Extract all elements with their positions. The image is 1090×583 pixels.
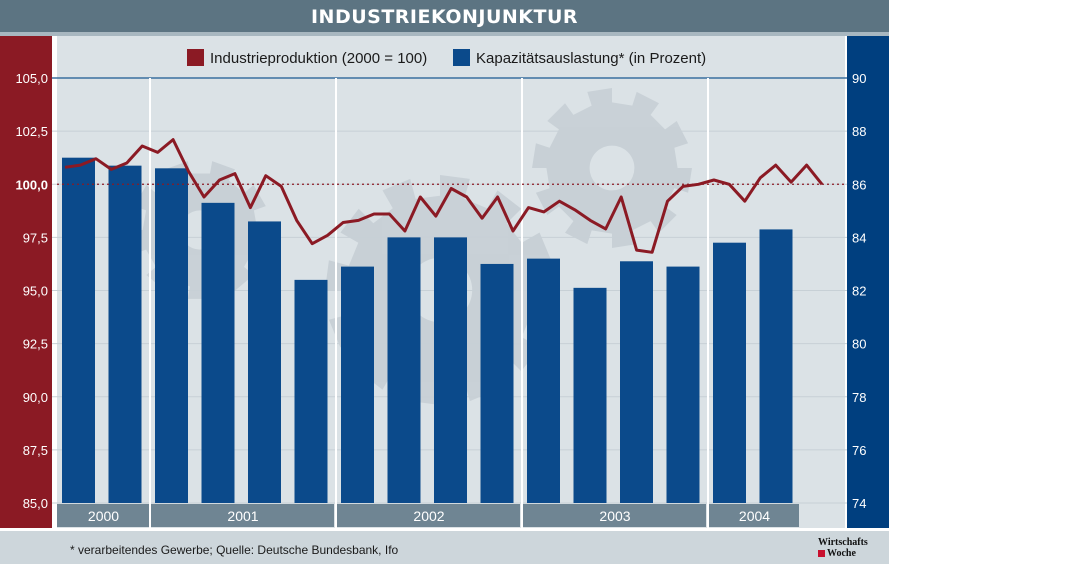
bar bbox=[341, 266, 374, 503]
right-tick-label: 84 bbox=[852, 230, 866, 245]
logo-line2: Woche bbox=[827, 548, 856, 559]
year-cell bbox=[57, 504, 149, 527]
left-tick-label: 95,0 bbox=[23, 284, 48, 299]
footer-bar bbox=[0, 531, 889, 564]
bar bbox=[434, 237, 467, 503]
right-axis-band bbox=[847, 36, 889, 528]
year-cell bbox=[337, 504, 520, 527]
left-tick-label: 87,5 bbox=[23, 443, 48, 458]
bar bbox=[713, 242, 746, 503]
logo-line1: Wirtschafts bbox=[818, 537, 868, 548]
bar bbox=[620, 261, 653, 503]
bar bbox=[108, 165, 142, 503]
legend-swatch-line bbox=[187, 49, 204, 66]
right-tick-label: 80 bbox=[852, 337, 866, 352]
bar bbox=[480, 263, 514, 503]
bar bbox=[759, 229, 793, 503]
right-tick-label: 82 bbox=[852, 284, 866, 299]
right-tick-label: 78 bbox=[852, 390, 866, 405]
publisher-logo: Wirtschafts Woche bbox=[818, 537, 870, 561]
right-tick-label: 86 bbox=[852, 177, 866, 192]
bar bbox=[573, 287, 607, 503]
right-tick-label: 88 bbox=[852, 124, 866, 139]
bar bbox=[201, 202, 235, 503]
logo-square-icon bbox=[818, 550, 825, 558]
left-tick-label: 90,0 bbox=[23, 390, 48, 405]
bar bbox=[666, 266, 700, 503]
left-tick-label: 100,0 bbox=[15, 177, 48, 192]
year-label: 2000 bbox=[88, 508, 119, 524]
year-label: 2004 bbox=[739, 508, 770, 524]
year-label: 2002 bbox=[413, 508, 444, 524]
year-label: 2003 bbox=[599, 508, 630, 524]
legend-label: Kapazitätsauslastung* (in Prozent) bbox=[476, 50, 706, 67]
left-tick-label: 85,0 bbox=[23, 496, 48, 511]
year-cell bbox=[151, 504, 334, 527]
bar bbox=[527, 258, 560, 503]
left-tick-label: 92,5 bbox=[23, 337, 48, 352]
gear-large-icon bbox=[532, 88, 692, 248]
series-line-industrieproduktion bbox=[64, 138, 824, 254]
right-tick-label: 76 bbox=[852, 443, 866, 458]
left-tick-label: 97,5 bbox=[23, 230, 48, 245]
bar bbox=[248, 221, 281, 503]
year-label: 2001 bbox=[227, 508, 258, 524]
footer-note: * verarbeitendes Gewerbe; Quelle: Deutsc… bbox=[70, 543, 399, 557]
legend-label: Industrieproduktion (2000 = 100) bbox=[210, 50, 427, 67]
bar bbox=[155, 168, 188, 503]
chart-title: INDUSTRIEKONJUNKTUR bbox=[0, 0, 889, 32]
bar bbox=[294, 279, 328, 503]
year-cell bbox=[523, 504, 706, 527]
bar bbox=[387, 237, 421, 503]
right-tick-label: 90 bbox=[852, 71, 866, 86]
left-tick-label: 105,0 bbox=[15, 71, 48, 86]
bar bbox=[62, 157, 95, 503]
title-underline bbox=[0, 32, 889, 36]
left-tick-label: 102,5 bbox=[15, 124, 48, 139]
right-tick-label: 74 bbox=[852, 496, 866, 511]
year-cell bbox=[709, 504, 799, 527]
left-axis-band bbox=[0, 36, 52, 528]
legend-swatch-bar bbox=[453, 49, 470, 66]
